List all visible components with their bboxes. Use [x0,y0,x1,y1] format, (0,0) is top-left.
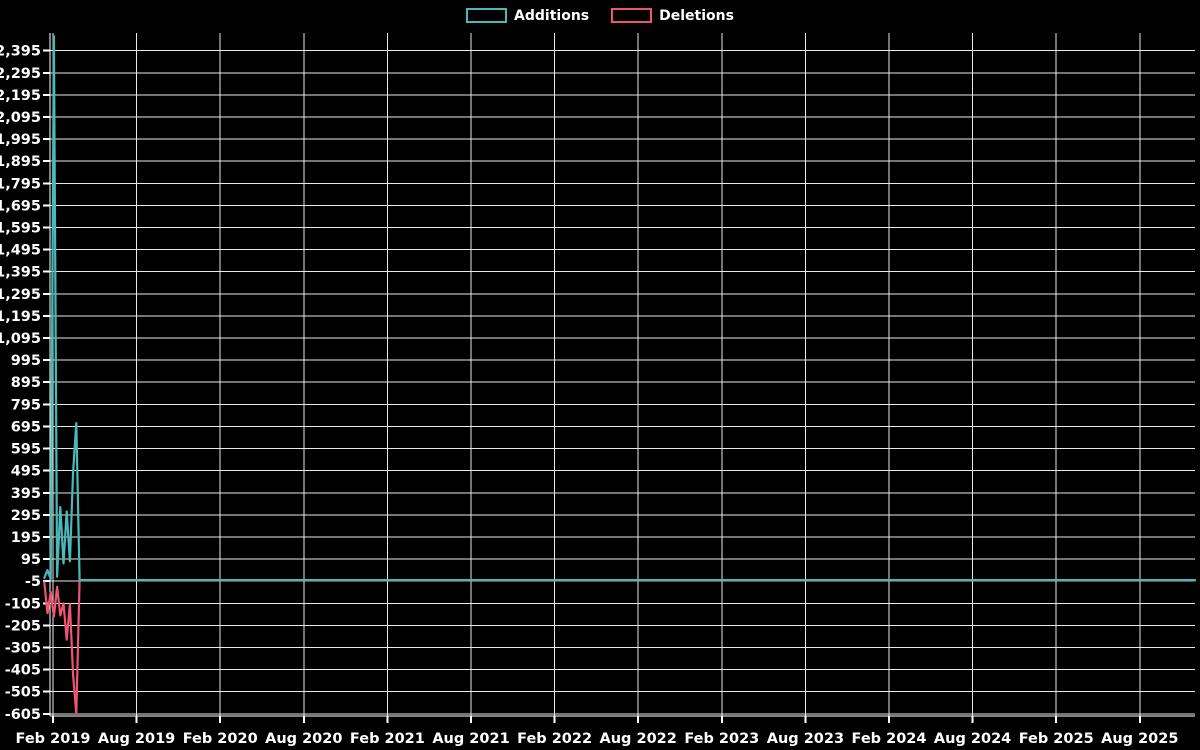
y-tick-label: 1,695 [0,198,41,214]
x-tick-label: Feb 2024 [852,731,927,747]
y-tick-label: 1,895 [0,154,41,170]
series-line-deletions [43,579,1197,715]
legend-additions-label: Additions [514,7,590,24]
x-tick-label: Aug 2024 [934,731,1011,747]
y-tick-label: -5 [25,574,41,590]
y-tick-label: 1,995 [0,132,41,148]
legend-item-deletions[interactable]: Deletions [611,8,734,23]
additions-swatch-icon [466,8,508,23]
y-tick-label: 1,195 [0,309,41,325]
y-tick-label: 595 [11,442,41,458]
grid-lines [50,33,1195,716]
y-tick-label: 495 [11,464,41,480]
series-line-additions [43,35,1197,582]
y-tick-label: 195 [11,530,41,546]
chart-legend: Additions Deletions [0,8,1200,23]
y-tick-label: -305 [5,640,41,656]
deletions-swatch-icon [611,8,653,23]
x-tick-label: Aug 2023 [767,731,844,747]
x-tick-label: Aug 2020 [265,731,342,747]
y-tick-label: 1,295 [0,287,41,303]
y-tick-label: 2,395 [0,44,41,60]
legend-deletions-label: Deletions [659,7,734,24]
y-tick-label: 95 [21,552,41,568]
x-tick-label: Feb 2025 [1019,731,1094,747]
y-tick-label: 2,095 [0,110,41,126]
series-lines [43,35,1197,715]
y-tick-label: 995 [11,353,41,369]
y-tick-label: 295 [11,508,41,524]
y-tick-label: 2,295 [0,66,41,82]
y-tick-label: -505 [5,685,41,701]
legend-item-additions[interactable]: Additions [466,8,589,23]
y-tick-label: 1,795 [0,176,41,192]
x-tick-label: Aug 2021 [432,731,509,747]
y-tick-label: 895 [11,375,41,391]
y-tick-label: 695 [11,419,41,435]
y-tick-label: 1,595 [0,221,41,237]
y-tick-label: -405 [5,663,41,679]
y-tick-label: -105 [5,596,41,612]
x-tick-label: Feb 2022 [517,731,592,747]
x-tick-label: Aug 2019 [98,731,175,747]
y-tick-label: 1,395 [0,265,41,281]
axes [43,33,1195,723]
x-tick-label: Aug 2022 [600,731,677,747]
axis-labels: Feb 2019 Aug 2019 Feb 2020 Aug 2020 Feb 2021… [0,44,1178,747]
y-tick-label: 1,495 [0,243,41,259]
y-tick-label: 795 [11,397,41,413]
y-tick-label: 2,195 [0,88,41,104]
x-tick-label: Feb 2019 [16,731,91,747]
x-tick-label: Aug 2025 [1101,731,1178,747]
y-tick-label: 1,095 [0,331,41,347]
y-tick-label: -205 [5,618,41,634]
y-tick-label: 395 [11,486,41,502]
x-tick-label: Feb 2020 [183,731,258,747]
y-tick-label: -605 [5,707,41,723]
x-tick-label: Feb 2023 [684,731,759,747]
x-tick-label: Feb 2021 [350,731,425,747]
